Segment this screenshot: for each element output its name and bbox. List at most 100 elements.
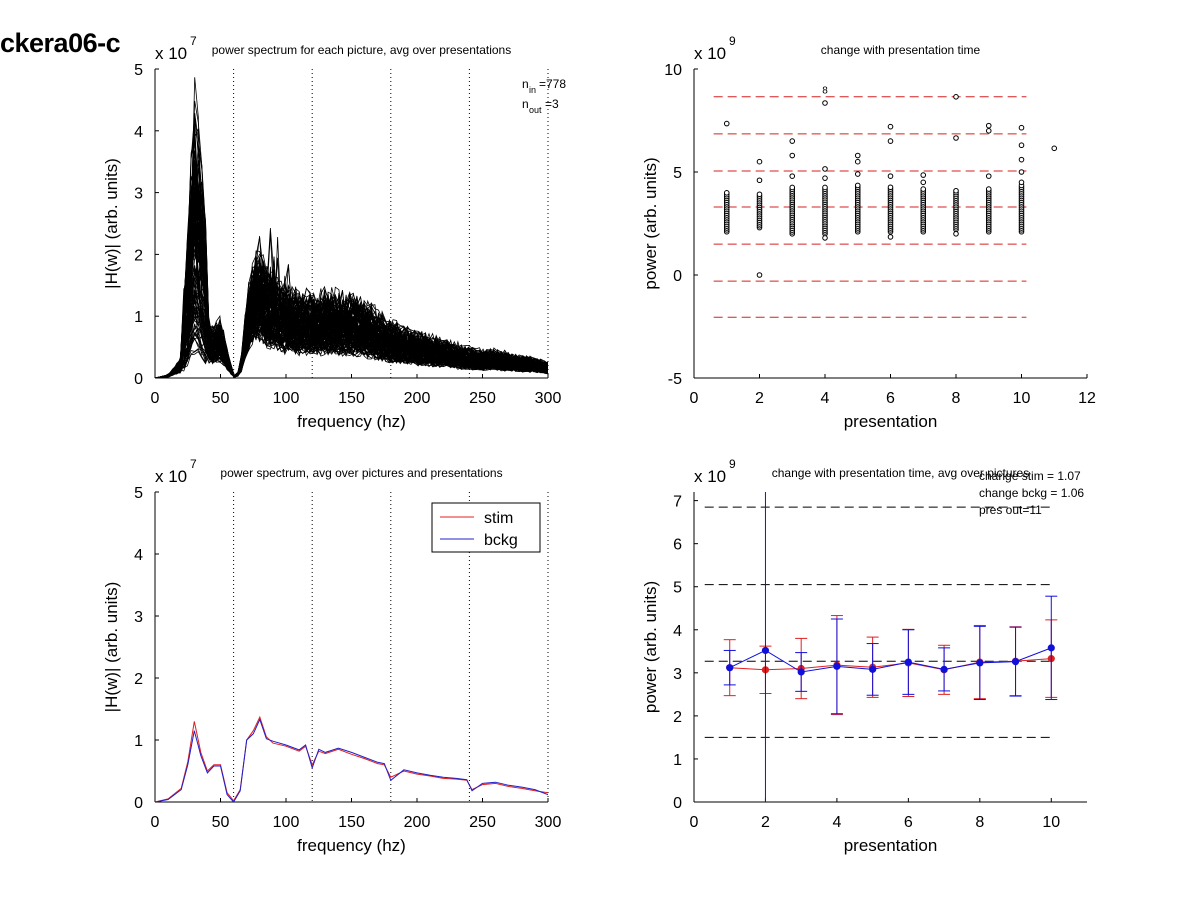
data-point xyxy=(887,234,894,240)
series-marker-bckg xyxy=(904,658,912,666)
x-tick-label: 6 xyxy=(904,814,913,831)
annotation-n-in: n xyxy=(522,77,529,91)
plot-area xyxy=(155,77,548,378)
legend-label: bckg xyxy=(484,532,518,549)
x-tick-label: 8 xyxy=(975,814,984,831)
data-point xyxy=(789,184,796,191)
data-point xyxy=(887,123,894,130)
stats-annotation: change stim = 1.07 xyxy=(979,469,1081,483)
x-tick-label: 0 xyxy=(151,390,160,407)
x-tick-label: 200 xyxy=(404,390,431,407)
series-marker-bckg xyxy=(976,659,984,667)
y-axis-label: power (arb. units) xyxy=(641,581,660,713)
y-tick-label: 2 xyxy=(134,247,143,264)
annotation-n-out-value: =3 xyxy=(545,97,559,111)
point-label: 8 xyxy=(822,86,828,97)
y-tick-label: 5 xyxy=(134,62,143,79)
exponent-power: 9 xyxy=(729,457,736,471)
series-line-stim xyxy=(155,715,548,802)
y-tick-label: 4 xyxy=(134,124,143,141)
data-point xyxy=(822,166,828,172)
data-point xyxy=(1018,179,1025,186)
data-point xyxy=(756,191,763,198)
spectrum-line xyxy=(155,203,548,378)
exponent-power: 7 xyxy=(190,457,197,471)
data-point xyxy=(1018,156,1025,163)
chart-title: change with presentation time, avg over … xyxy=(772,466,1029,480)
stats-annotation: pres out=11 xyxy=(979,503,1042,517)
data-point xyxy=(723,190,730,196)
data-point xyxy=(985,173,992,179)
series-marker-bckg xyxy=(940,665,948,673)
exponent-label: x 10 xyxy=(155,44,187,63)
series-marker-bckg xyxy=(1011,658,1020,666)
data-point xyxy=(953,231,959,237)
x-axis-label: presentation xyxy=(844,412,938,431)
y-tick-label: 3 xyxy=(134,609,143,626)
y-tick-label: 5 xyxy=(134,485,143,502)
x-axis-label: frequency (hz) xyxy=(297,412,406,431)
series-marker-bckg xyxy=(833,662,841,670)
x-tick-label: 10 xyxy=(1013,390,1031,407)
y-tick-label: 5 xyxy=(673,580,682,597)
data-point xyxy=(854,152,861,159)
chart-title: change with presentation time xyxy=(821,43,981,57)
spectrum-line xyxy=(155,235,548,378)
x-tick-label: 4 xyxy=(821,390,830,407)
x-tick-label: 12 xyxy=(1078,390,1096,407)
chart-p3: 0 50 100 150 200 250 300 0 1 2 3 4 5 frequency (hz) |H… xyxy=(102,457,561,855)
y-tick-label: 7 xyxy=(673,494,682,511)
spectrum-line xyxy=(155,316,548,378)
x-tick-label: 0 xyxy=(690,390,699,407)
data-point xyxy=(789,138,796,144)
data-point xyxy=(822,235,828,241)
x-tick-label: 4 xyxy=(832,814,841,831)
page-title: ckera06-c xyxy=(0,28,121,58)
chart-p1: 0 50 100 150 200 250 300 0 1 2 3 4 5 frequency (hz) |H… xyxy=(102,34,566,431)
data-point xyxy=(854,158,861,165)
legend-box xyxy=(431,502,541,553)
y-tick-label: 0 xyxy=(134,371,143,388)
x-axis-label: frequency (hz) xyxy=(297,836,406,855)
x-tick-label: 150 xyxy=(338,814,365,831)
x-tick-label: 8 xyxy=(952,390,961,407)
series-marker-bckg xyxy=(797,668,805,676)
exponent-power: 7 xyxy=(190,34,197,48)
data-point xyxy=(854,171,861,177)
data-point xyxy=(920,179,927,186)
spectrum-line xyxy=(155,206,548,378)
data-point xyxy=(887,138,894,144)
data-point xyxy=(887,184,894,191)
y-axis-label: |H(w)| (arb. units) xyxy=(102,158,121,289)
exponent-label: x 10 xyxy=(694,44,726,63)
x-tick-label: 50 xyxy=(212,390,230,407)
y-tick-label: 6 xyxy=(673,537,682,554)
x-tick-label: 0 xyxy=(690,814,699,831)
data-point xyxy=(789,173,796,179)
y-tick-label: 0 xyxy=(673,268,682,285)
data-point xyxy=(756,272,763,278)
x-tick-label: 0 xyxy=(151,814,160,831)
data-point xyxy=(1018,124,1025,131)
legend-label: stim xyxy=(484,510,513,527)
data-point xyxy=(1018,142,1025,149)
x-tick-label: 100 xyxy=(273,390,300,407)
x-tick-label: 6 xyxy=(886,390,895,407)
x-axis-label: presentation xyxy=(844,836,938,855)
data-point xyxy=(822,175,828,181)
series-marker-bckg xyxy=(761,646,770,655)
data-point xyxy=(723,120,730,127)
x-tick-label: 100 xyxy=(273,814,300,831)
data-point xyxy=(985,186,992,192)
series-line-stim xyxy=(729,658,1052,671)
data-point xyxy=(920,172,927,178)
x-tick-label: 250 xyxy=(469,814,496,831)
data-point xyxy=(756,158,763,165)
x-tick-label: 150 xyxy=(338,390,365,407)
y-tick-label: 0 xyxy=(673,795,682,812)
x-tick-label: 2 xyxy=(761,814,770,831)
data-point xyxy=(985,122,992,129)
chart-p4: 0 2 4 6 8 10 0 1 2 3 4 5 6 7 presentation power (arb. u… xyxy=(641,457,1087,855)
data-point xyxy=(953,135,959,141)
